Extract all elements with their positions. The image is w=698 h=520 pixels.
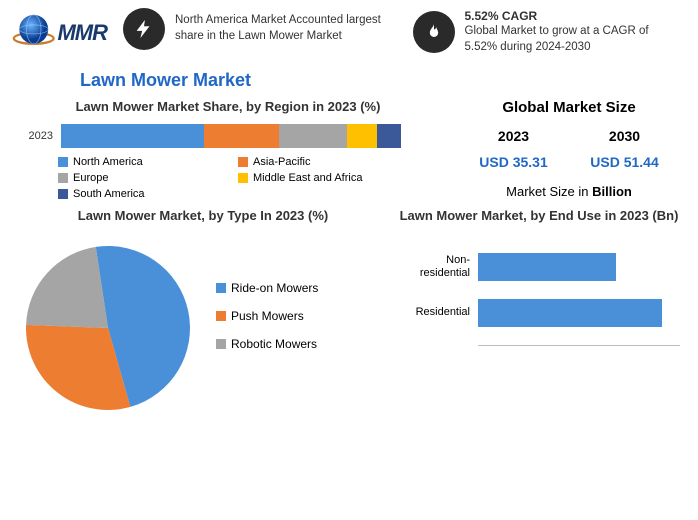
legend-label: Europe bbox=[73, 172, 108, 184]
legend-swatch bbox=[216, 283, 226, 293]
cagr-title: 5.52% CAGR bbox=[465, 8, 679, 24]
ms-val1: USD 35.31 bbox=[479, 154, 547, 170]
legend-item: Push Mowers bbox=[216, 309, 388, 323]
bar-segment bbox=[377, 124, 401, 148]
pie-chart bbox=[18, 233, 198, 413]
hbar-track bbox=[478, 299, 680, 327]
bar-segment bbox=[204, 124, 279, 148]
enduse-chart-title: Lawn Mower Market, by End Use in 2023 (B… bbox=[398, 208, 680, 225]
ms-year1: 2023 bbox=[498, 128, 529, 144]
ms-unit-pre: Market Size in bbox=[506, 184, 592, 199]
legend-label: Ride-on Mowers bbox=[231, 281, 318, 295]
type-pie-section: Lawn Mower Market, by Type In 2023 (%) R… bbox=[18, 208, 388, 413]
hbar-row: Residential bbox=[398, 299, 680, 327]
flame-icon bbox=[413, 11, 455, 53]
legend-item: Europe bbox=[58, 172, 238, 184]
market-size-unit: Market Size in Billion bbox=[458, 184, 680, 199]
legend-label: Push Mowers bbox=[231, 309, 304, 323]
hbar-fill bbox=[478, 253, 616, 281]
pie-chart-title: Lawn Mower Market, by Type In 2023 (%) bbox=[18, 208, 388, 225]
hbar-axis bbox=[478, 345, 680, 346]
stacked-bar bbox=[61, 124, 401, 148]
legend-item: North America bbox=[58, 156, 238, 168]
info-block-region: North America Market Accounted largest s… bbox=[115, 8, 397, 50]
info-text-cagr: 5.52% CAGR Global Market to grow at a CA… bbox=[465, 8, 679, 55]
hbar-label: Non-residential bbox=[398, 254, 478, 280]
pie-legend: Ride-on Mowers Push Mowers Robotic Mowers bbox=[216, 281, 388, 365]
row-2: Lawn Mower Market, by Type In 2023 (%) R… bbox=[0, 200, 698, 413]
enduse-bar-chart: Non-residential Residential bbox=[398, 233, 680, 346]
logo-text: MMR bbox=[57, 20, 107, 46]
legend-item: Asia-Pacific bbox=[238, 156, 418, 168]
legend-swatch bbox=[216, 311, 226, 321]
legend-label: Asia-Pacific bbox=[253, 156, 310, 168]
legend-item: Robotic Mowers bbox=[216, 337, 388, 351]
enduse-section: Lawn Mower Market, by End Use in 2023 (B… bbox=[388, 208, 680, 413]
year-label: 2023 bbox=[18, 130, 53, 142]
bar-segment bbox=[279, 124, 347, 148]
bar-segment bbox=[61, 124, 204, 148]
legend-swatch bbox=[238, 173, 248, 183]
ms-unit-bold: Billion bbox=[592, 184, 632, 199]
legend-swatch bbox=[238, 157, 248, 167]
legend-swatch bbox=[58, 189, 68, 199]
legend-label: South America bbox=[73, 188, 145, 200]
legend-label: Middle East and Africa bbox=[253, 172, 362, 184]
pie-slice bbox=[26, 247, 108, 328]
bolt-icon bbox=[123, 8, 165, 50]
bar-segment bbox=[347, 124, 378, 148]
market-size-title: Global Market Size bbox=[458, 99, 680, 116]
info-text-region: North America Market Accounted largest s… bbox=[175, 13, 389, 44]
logo: MMR bbox=[12, 8, 107, 58]
header: MMR North America Market Accounted large… bbox=[0, 0, 698, 66]
ms-val2: USD 51.44 bbox=[590, 154, 658, 170]
legend-swatch bbox=[58, 157, 68, 167]
hbar-fill bbox=[478, 299, 662, 327]
share-chart-title: Lawn Mower Market Share, by Region in 20… bbox=[18, 99, 438, 116]
legend-swatch bbox=[216, 339, 226, 349]
info-block-cagr: 5.52% CAGR Global Market to grow at a CA… bbox=[405, 8, 687, 55]
cagr-text: Global Market to grow at a CAGR of 5.52%… bbox=[465, 25, 649, 53]
hbar-track bbox=[478, 253, 680, 281]
page-title: Lawn Mower Market bbox=[0, 66, 698, 99]
legend-label: North America bbox=[73, 156, 143, 168]
globe-icon bbox=[12, 9, 55, 57]
row-1: Lawn Mower Market Share, by Region in 20… bbox=[0, 99, 698, 200]
legend-item: Ride-on Mowers bbox=[216, 281, 388, 295]
stacked-bar-wrap: 2023 bbox=[18, 124, 438, 148]
share-legend: North America Asia-Pacific Europe Middle Ea… bbox=[18, 148, 438, 200]
legend-label: Robotic Mowers bbox=[231, 337, 317, 351]
region-share-chart: Lawn Mower Market Share, by Region in 20… bbox=[18, 99, 438, 200]
market-size-values: USD 35.31 USD 51.44 bbox=[458, 154, 680, 170]
market-size-panel: Global Market Size 2023 2030 USD 35.31 U… bbox=[438, 99, 680, 200]
market-size-years: 2023 2030 bbox=[458, 128, 680, 144]
legend-item: Middle East and Africa bbox=[238, 172, 418, 184]
hbar-label: Residential bbox=[398, 306, 478, 319]
hbar-row: Non-residential bbox=[398, 253, 680, 281]
legend-swatch bbox=[58, 173, 68, 183]
legend-item: South America bbox=[58, 188, 238, 200]
ms-year2: 2030 bbox=[609, 128, 640, 144]
